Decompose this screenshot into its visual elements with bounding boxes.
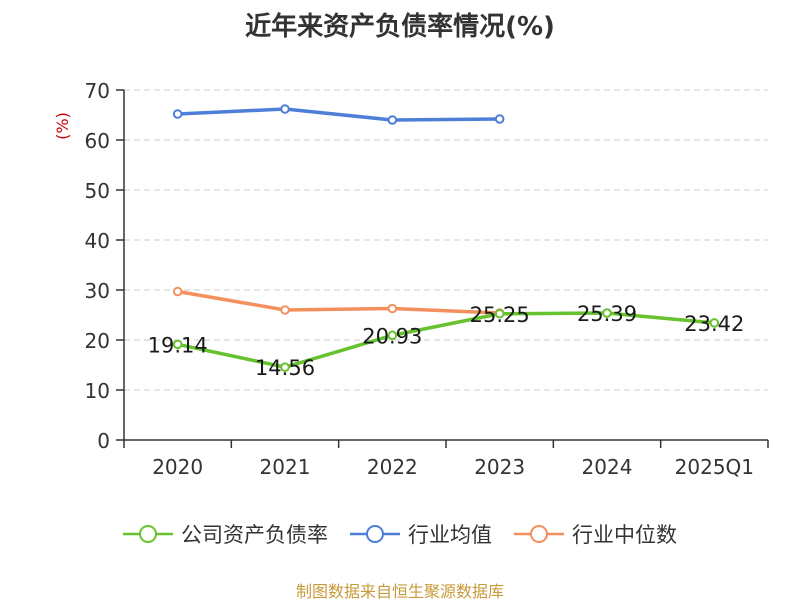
chart-title: 近年来资产负债率情况(%)	[245, 12, 555, 42]
industry-avg-series-line	[175, 107, 502, 122]
company-data-label: 25.25	[470, 303, 530, 327]
y-tick-label: 60	[85, 129, 110, 153]
legend-company-label: 公司资产负债率	[181, 523, 328, 547]
company-data-label: 20.93	[362, 324, 422, 348]
legend-industry-avg-label: 行业均值	[408, 523, 492, 547]
company-data-label: 19.14	[148, 333, 208, 357]
y-axis-label: (%)	[53, 112, 72, 140]
industry-avg-series-point	[280, 104, 290, 114]
data-source-note: 制图数据来自恒生聚源数据库	[295, 582, 504, 601]
company-series-point	[387, 330, 398, 341]
legend-item-company[interactable]: 公司资产负债率	[123, 519, 328, 549]
company-series-point	[280, 362, 290, 373]
industry-median-series-point	[280, 305, 290, 315]
x-tick-label: 2020	[152, 455, 203, 479]
y-tick-label: 70	[85, 79, 110, 103]
industry-median-series-point	[172, 286, 183, 297]
company-series-point	[602, 308, 612, 318]
company-data-label: 25.39	[577, 302, 637, 326]
industry-median-series-line	[175, 289, 502, 315]
company-series-point	[172, 339, 183, 350]
industry-avg-series-point	[172, 109, 183, 119]
legend-company-swatch-icon	[123, 525, 173, 543]
x-tick-label: 2021	[260, 455, 311, 479]
company-series-line	[175, 311, 717, 369]
x-tick-label: 2025Q1	[675, 455, 754, 479]
y-tick-label: 30	[85, 279, 110, 303]
industry-avg-series-point	[494, 114, 505, 124]
company-data-label: 14.56	[255, 356, 315, 380]
company-data-label: 23.42	[684, 312, 744, 336]
legend-industry-median-swatch-icon	[514, 525, 564, 543]
y-tick-label: 50	[85, 179, 110, 203]
y-tick-label: 20	[85, 329, 110, 353]
industry-avg-series-point	[387, 115, 398, 125]
x-tick-label: 2022	[367, 455, 418, 479]
company-series-point	[494, 308, 505, 319]
y-tick-label: 10	[85, 379, 110, 403]
company-series-point	[709, 318, 720, 328]
x-tick-label: 2023	[474, 455, 525, 479]
legend-industry-avg-swatch-icon	[350, 525, 400, 543]
x-tick-label: 2024	[582, 455, 633, 479]
y-tick-label: 0	[97, 429, 110, 453]
legend-industry-median-label: 行业中位数	[572, 523, 677, 547]
legend-item-industry-median[interactable]: 行业中位数	[514, 519, 677, 549]
industry-median-series-point	[387, 303, 398, 314]
legend-item-industry-avg[interactable]: 行业均值	[350, 519, 492, 549]
chart-legend: 公司资产负债率 行业均值 行业中位数	[0, 519, 800, 549]
y-tick-label: 40	[85, 229, 110, 253]
